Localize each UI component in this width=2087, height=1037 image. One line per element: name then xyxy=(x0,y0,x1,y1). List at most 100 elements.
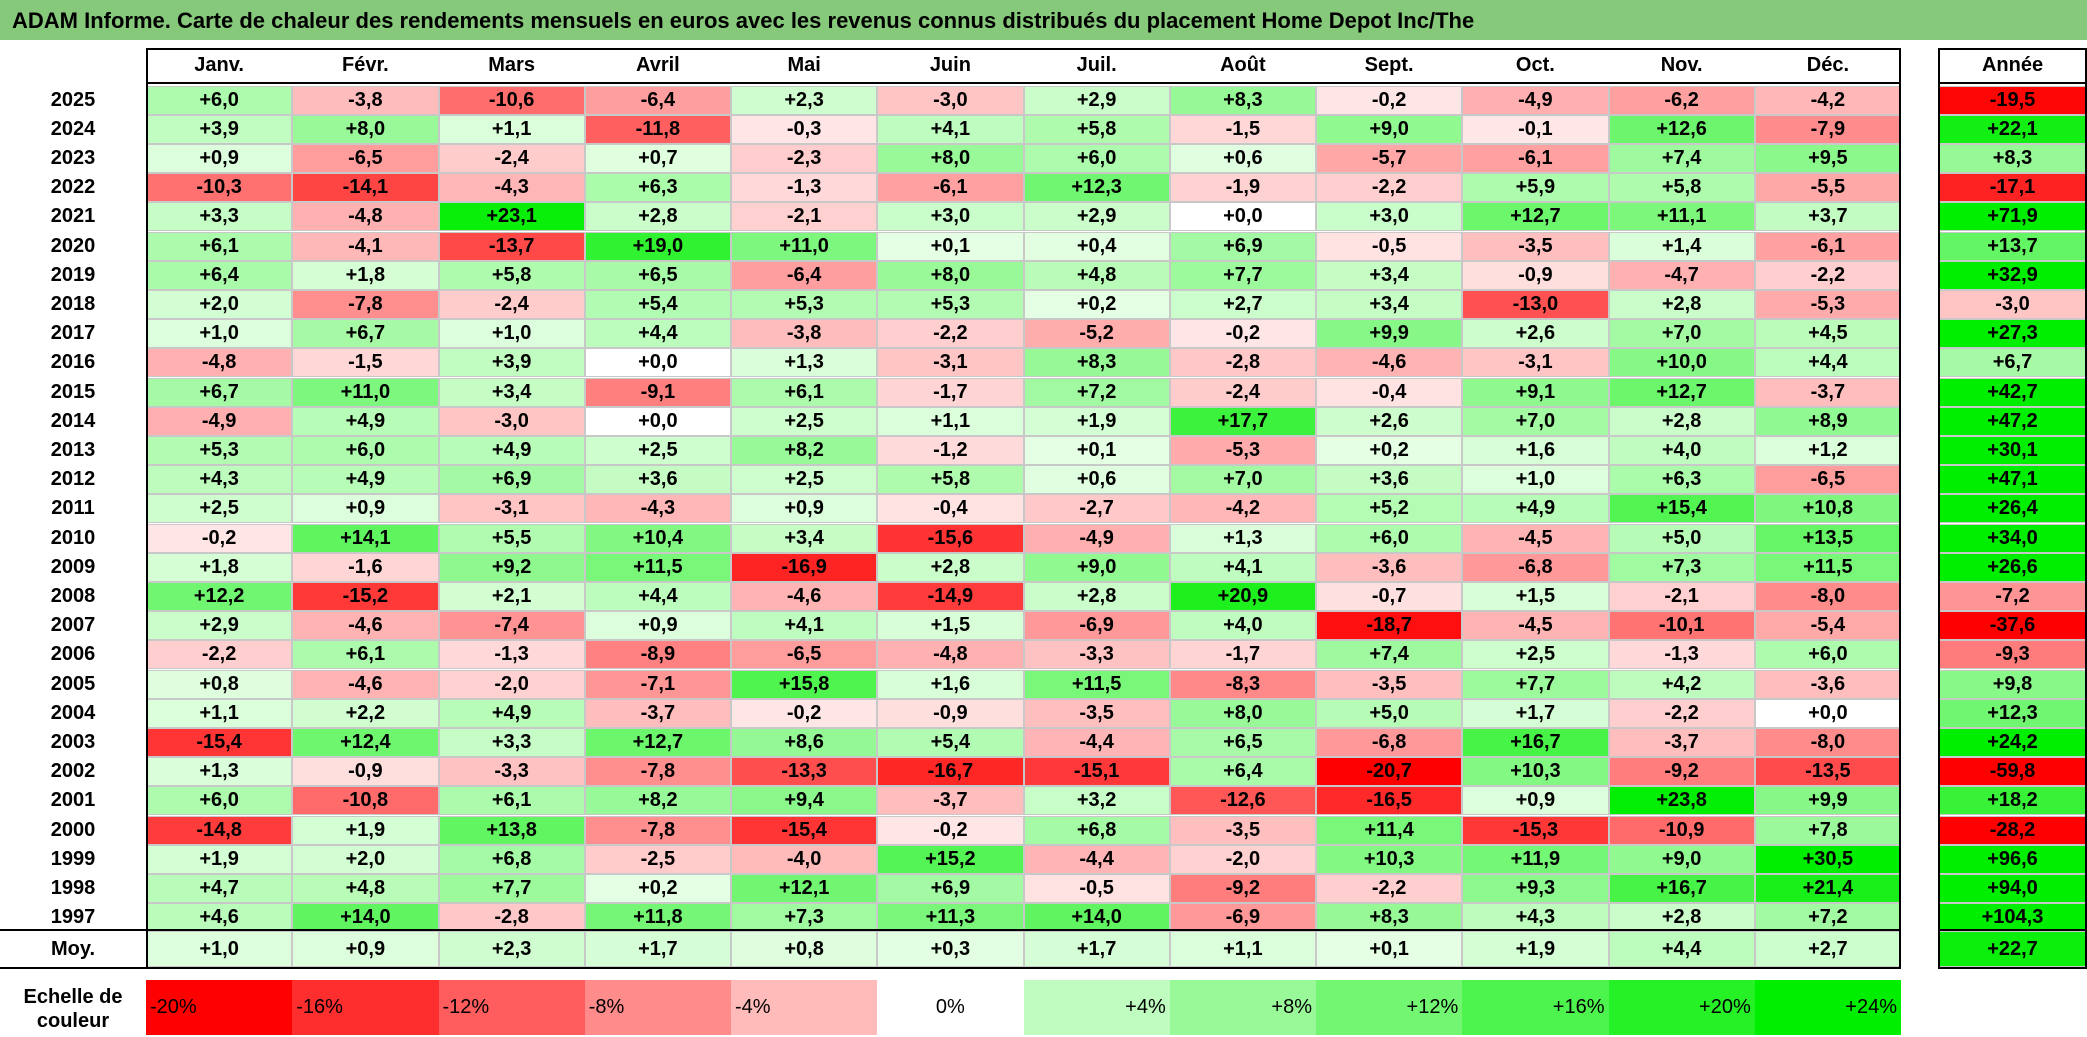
heatmap-cell: +8,2 xyxy=(731,435,878,466)
annual-cell: -7,2 xyxy=(1938,581,2087,612)
year-label: 2002 xyxy=(50,760,96,783)
year-label: 2021 xyxy=(50,205,96,228)
average-cell: +1,7 xyxy=(584,931,731,967)
heatmap-cell: -6,8 xyxy=(1462,552,1609,582)
heatmap-cell: -5,4 xyxy=(1754,611,1901,641)
heatmap-cell: -14,8 xyxy=(146,815,293,845)
annual-cell: +18,2 xyxy=(1938,786,2087,816)
heatmap-cell: +4,4 xyxy=(584,581,731,612)
heatmap-cell: -4,9 xyxy=(1023,523,1170,553)
heatmap-cell: -3,5 xyxy=(1316,669,1463,699)
heatmap-cell: -2,5 xyxy=(584,844,731,874)
heatmap-cell: -0,2 xyxy=(1169,319,1316,349)
heatmap-cell: -5,3 xyxy=(1169,435,1316,466)
heatmap-cell: -9,2 xyxy=(1608,757,1755,787)
heatmap-cell: -3,5 xyxy=(1462,231,1609,261)
heatmap-cell: +2,6 xyxy=(1316,406,1463,436)
heatmap-cell: +0,0 xyxy=(1754,698,1901,728)
heatmap-cell: +21,4 xyxy=(1754,873,1901,904)
annual-average-cell: +22,7 xyxy=(1938,931,2087,967)
heatmap-cell: +19,0 xyxy=(584,231,731,261)
heatmap-cell: -4,8 xyxy=(292,202,439,232)
heatmap-cell: +1,3 xyxy=(1169,523,1316,553)
heatmap-cell: -2,2 xyxy=(877,319,1024,349)
heatmap-cell: -1,7 xyxy=(1169,640,1316,670)
heatmap-cell: +5,8 xyxy=(877,465,1024,495)
heatmap-cell: +5,9 xyxy=(1462,173,1609,203)
heatmap-cell: +4,9 xyxy=(292,406,439,436)
heatmap-cell: +6,7 xyxy=(146,377,293,407)
annual-cell: +13,7 xyxy=(1938,231,2087,261)
heatmap-cell: +8,3 xyxy=(1169,85,1316,115)
month-header: Juin xyxy=(929,54,971,76)
annual-cell: -9,3 xyxy=(1938,640,2087,670)
heatmap-cell: +5,8 xyxy=(1608,173,1755,203)
heatmap-cell: -5,5 xyxy=(1754,173,1901,203)
heatmap-cell: +9,3 xyxy=(1462,873,1609,904)
heatmap-cell: -2,2 xyxy=(1754,260,1901,290)
heatmap-cell: -0,1 xyxy=(1462,114,1609,144)
heatmap-cell: -4,8 xyxy=(146,348,293,378)
heatmap-cell: +4,9 xyxy=(292,465,439,495)
header-divider xyxy=(146,82,1901,84)
average-cell: +0,9 xyxy=(292,931,439,967)
heatmap-cell: -10,1 xyxy=(1608,611,1755,641)
annual-average-divider xyxy=(1938,929,2087,931)
heatmap-cell: +5,4 xyxy=(877,727,1024,758)
heatmap-cell: +3,6 xyxy=(1316,465,1463,495)
heatmap-cell: +0,7 xyxy=(584,143,731,174)
heatmap-cell: +2,0 xyxy=(146,289,293,320)
month-header: Juil. xyxy=(1076,54,1117,76)
heatmap-cell: +0,2 xyxy=(1316,435,1463,466)
color-scale-swatch: -16% xyxy=(292,980,439,1035)
heatmap-cell: +12,7 xyxy=(1608,377,1755,407)
annual-cell: +12,3 xyxy=(1938,698,2087,728)
heatmap-cell: -8,0 xyxy=(1754,581,1901,612)
heatmap-cell: +8,0 xyxy=(1169,698,1316,728)
heatmap-cell: +1,9 xyxy=(292,815,439,845)
heatmap-cell: +4,1 xyxy=(731,611,878,641)
heatmap-cell: +4,1 xyxy=(1169,552,1316,582)
color-scale-label-line1: Echelle de xyxy=(23,985,123,1008)
heatmap-cell: +23,1 xyxy=(438,202,585,232)
year-label: 2010 xyxy=(50,526,96,549)
heatmap-cell: -16,5 xyxy=(1316,786,1463,816)
average-cell: +0,8 xyxy=(731,931,878,967)
heatmap-cell: +11,4 xyxy=(1316,815,1463,845)
heatmap-cell: -7,8 xyxy=(292,289,439,320)
heatmap-cell: -2,7 xyxy=(1023,494,1170,524)
annual-cell: +6,7 xyxy=(1938,348,2087,378)
heatmap-cell: -2,1 xyxy=(1608,581,1755,612)
heatmap-cell: +4,9 xyxy=(438,698,585,728)
year-label: 2005 xyxy=(50,672,96,695)
average-divider-bottom xyxy=(0,967,1901,969)
annual-cell: -28,2 xyxy=(1938,815,2087,845)
heatmap-cell: -8,9 xyxy=(584,640,731,670)
average-cell: +2,7 xyxy=(1754,931,1901,967)
heatmap-cell: -0,4 xyxy=(877,494,1024,524)
heatmap-cell: +20,9 xyxy=(1169,581,1316,612)
annual-cell: +34,0 xyxy=(1938,523,2087,553)
annual-cell: +96,6 xyxy=(1938,844,2087,874)
heatmap-cell: -1,3 xyxy=(1608,640,1755,670)
heatmap-cell: +9,9 xyxy=(1316,319,1463,349)
heatmap-cell: -15,6 xyxy=(877,523,1024,553)
heatmap-cell: +5,8 xyxy=(438,260,585,290)
heatmap-cell: +2,5 xyxy=(1462,640,1609,670)
heatmap-cell: -4,9 xyxy=(1462,85,1609,115)
heatmap-cell: +6,5 xyxy=(584,260,731,290)
heatmap-cell: +8,3 xyxy=(1023,348,1170,378)
heatmap-cell: -0,9 xyxy=(1462,260,1609,290)
annual-cell: +47,2 xyxy=(1938,406,2087,436)
heatmap-cell: -15,2 xyxy=(292,581,439,612)
month-header: Oct. xyxy=(1515,54,1555,76)
heatmap-cell: -0,9 xyxy=(292,757,439,787)
heatmap-cell: -3,8 xyxy=(292,85,439,115)
heatmap-cell: +10,8 xyxy=(1754,494,1901,524)
heatmap-cell: +5,5 xyxy=(438,523,585,553)
year-label: 2004 xyxy=(50,701,96,724)
average-label: Moy. xyxy=(50,937,96,960)
year-label: 2007 xyxy=(50,614,96,637)
heatmap-cell: -7,4 xyxy=(438,611,585,641)
color-scale-swatch: -12% xyxy=(438,980,585,1035)
